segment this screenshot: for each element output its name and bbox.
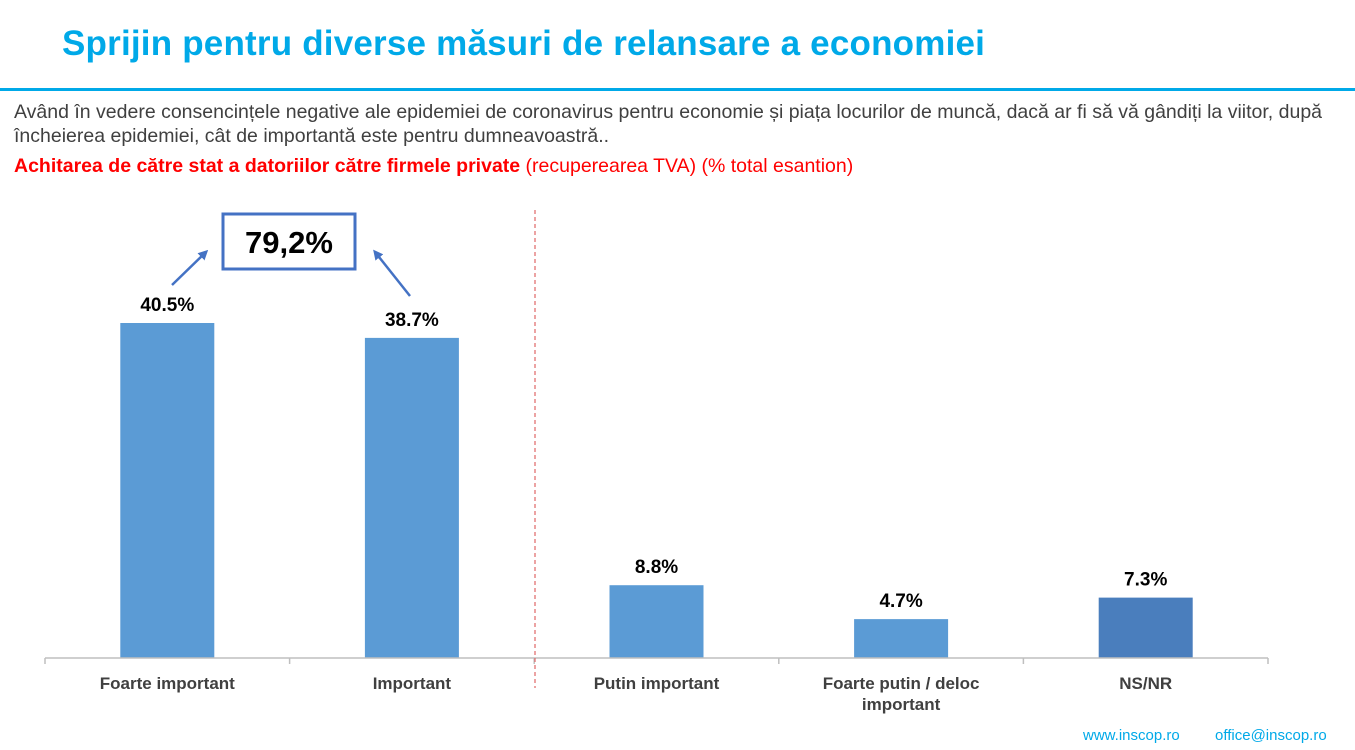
bars-layer	[120, 323, 1193, 658]
bar	[854, 619, 949, 658]
category-label: Foarte important	[100, 674, 235, 693]
bar	[609, 585, 704, 658]
value-label: 7.3%	[1124, 570, 1167, 591]
category-label: Important	[373, 674, 452, 693]
category-label: NS/NR	[1119, 674, 1172, 693]
arrow-icon	[373, 249, 411, 297]
value-label: 4.7%	[879, 591, 922, 612]
value-label: 8.8%	[635, 557, 678, 578]
bar	[1098, 597, 1193, 658]
footer-email[interactable]: office@inscop.ro	[1215, 727, 1327, 744]
total-annotation-value: 79,2%	[245, 225, 333, 260]
survey-question: Având în vedere consencințele negative a…	[14, 101, 1323, 147]
value-label: 38.7%	[385, 310, 439, 331]
category-label: Foarte putin / deloc important	[823, 674, 980, 714]
bar	[120, 323, 215, 658]
subject-highlight: Achitarea de către stat a datoriilor căt…	[14, 155, 521, 177]
category-label: Putin important	[594, 674, 720, 693]
arrow-icon	[171, 249, 209, 286]
page-title: Sprijin pentru diverse măsuri de relansa…	[62, 24, 986, 63]
total-annotation-box	[221, 212, 357, 271]
title-divider	[0, 88, 1355, 91]
survey-subject: Achitarea de către stat a datoriilor căt…	[14, 155, 853, 178]
value-label: 40.5%	[140, 295, 194, 316]
labels-layer: 40.5% 38.7% 8.8% 4.7% 7.3% Foarte important Im…	[44, 210, 1269, 714]
subject-detail: (recuperearea TVA) (% total esantion)	[520, 155, 854, 177]
bar	[364, 337, 459, 658]
footer-website[interactable]: www.inscop.ro	[1083, 727, 1180, 744]
